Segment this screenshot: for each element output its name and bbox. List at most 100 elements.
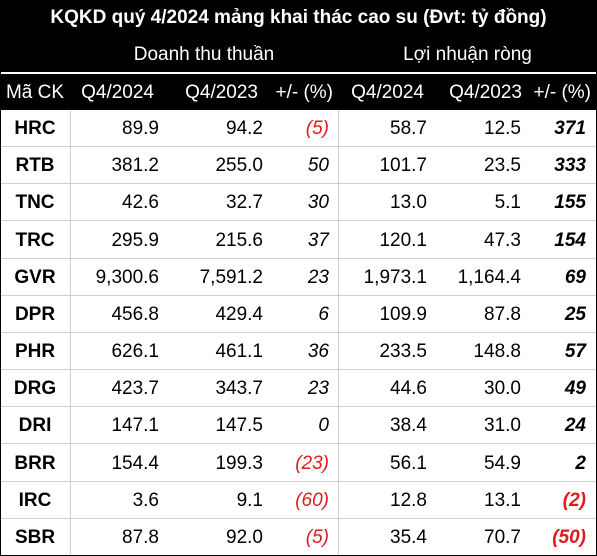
revenue-q4-2023-cell: 9.1 (236, 489, 263, 511)
table-row: DPR 456.8 429.4 6 109.9 87.8 25 (0, 296, 597, 333)
column-header-revenue-q4-2024: Q4/2024 (70, 74, 164, 110)
profit-q4-2024-cell: 12.8 (390, 489, 427, 511)
revenue-q4-2024-cell: 381.2 (111, 155, 159, 177)
revenue-change-cell: (5) (305, 118, 329, 139)
profit-q4-2023-cell: 12.5 (484, 118, 521, 139)
revenue-q4-2024-cell: 154.4 (111, 452, 159, 474)
profit-change-cell: (2) (562, 489, 586, 511)
column-header-revenue-change: +/- (%) (268, 74, 338, 110)
revenue-change-cell: 23 (307, 378, 329, 400)
stock-code-cell: DRG (13, 378, 57, 400)
revenue-q4-2023-cell: 147.5 (215, 415, 263, 437)
profit-change-cell: 2 (575, 452, 586, 474)
profit-q4-2024-cell: 233.5 (379, 341, 427, 363)
revenue-change-cell: (60) (295, 489, 329, 511)
revenue-q4-2024-cell: 9,300.6 (95, 266, 159, 288)
revenue-change-cell: (23) (295, 452, 329, 474)
stock-code-cell: HRC (14, 118, 56, 139)
profit-change-cell: 333 (554, 155, 586, 177)
revenue-change-cell: 50 (307, 155, 329, 177)
stock-code-cell: BRR (14, 452, 56, 474)
profit-change-cell: 57 (564, 341, 586, 363)
revenue-q4-2024-cell: 456.8 (111, 303, 159, 325)
table-row: SBR 87.8 92.0 (5) 35.4 70.7 (50) (0, 519, 597, 556)
revenue-change-cell: 37 (307, 229, 329, 251)
column-divider (338, 110, 339, 556)
stock-code-cell: GVR (14, 266, 56, 288)
profit-change-cell: 69 (564, 266, 586, 288)
revenue-q4-2023-cell: 429.4 (215, 303, 263, 325)
stock-code-cell: DRI (18, 415, 52, 437)
profit-q4-2023-cell: 23.5 (484, 155, 521, 177)
table-title: KQKD quý 4/2024 mảng khai thác cao su (Đ… (0, 0, 597, 36)
profit-q4-2024-cell: 120.1 (379, 229, 427, 251)
revenue-q4-2023-cell: 255.0 (215, 155, 263, 177)
table-row: RTB 381.2 255.0 50 101.7 23.5 333 (0, 147, 597, 185)
group-header-revenue: Doanh thu thuần (70, 36, 338, 72)
profit-q4-2024-cell: 35.4 (390, 526, 427, 548)
profit-q4-2024-cell: 44.6 (390, 378, 427, 400)
revenue-q4-2024-cell: 42.6 (122, 192, 159, 214)
stock-code-cell: SBR (14, 526, 56, 548)
profit-q4-2023-cell: 1,164.4 (457, 266, 521, 288)
profit-change-cell: 155 (554, 192, 586, 214)
stock-code-cell: TRC (15, 229, 55, 251)
revenue-change-cell: 0 (318, 415, 329, 437)
profit-q4-2023-cell: 148.8 (473, 341, 521, 363)
revenue-change-cell: (5) (305, 526, 329, 548)
revenue-q4-2023-cell: 199.3 (215, 452, 263, 474)
table-row: TNC 42.6 32.7 30 13.0 5.1 155 (0, 184, 597, 222)
revenue-q4-2023-cell: 215.6 (215, 229, 263, 251)
revenue-q4-2024-cell: 147.1 (111, 415, 159, 437)
stock-code-cell: RTB (15, 155, 55, 177)
profit-q4-2023-cell: 31.0 (484, 415, 521, 437)
revenue-q4-2024-cell: 3.6 (132, 489, 159, 511)
profit-change-cell: 371 (554, 118, 586, 139)
profit-q4-2024-cell: 109.9 (379, 303, 427, 325)
revenue-change-cell: 30 (307, 192, 329, 214)
group-header-profit: Lợi nhuận ròng (338, 36, 597, 72)
stock-code-cell: DPR (14, 303, 56, 325)
table-row: HRC 89.9 94.2 (5) 58.7 12.5 371 (0, 110, 597, 147)
revenue-q4-2023-cell: 32.7 (226, 192, 263, 214)
stock-code-cell: PHR (14, 341, 56, 363)
group-header-empty (0, 36, 70, 72)
profit-q4-2023-cell: 5.1 (494, 192, 521, 214)
profit-q4-2024-cell: 58.7 (390, 118, 427, 139)
column-header-profit-q4-2024: Q4/2024 (338, 74, 432, 110)
column-header-revenue-q4-2023: Q4/2023 (164, 74, 268, 110)
revenue-q4-2024-cell: 423.7 (111, 378, 159, 400)
profit-change-cell: 25 (564, 303, 586, 325)
profit-q4-2024-cell: 56.1 (390, 452, 427, 474)
revenue-q4-2023-cell: 461.1 (215, 341, 263, 363)
profit-q4-2023-cell: 70.7 (484, 526, 521, 548)
table-row: GVR 9,300.6 7,591.2 23 1,973.1 1,164.4 69 (0, 259, 597, 296)
stock-code-cell: TNC (15, 192, 55, 214)
profit-change-cell: (50) (552, 526, 586, 548)
revenue-q4-2023-cell: 94.2 (226, 118, 263, 139)
table-row: PHR 626.1 461.1 36 233.5 148.8 57 (0, 333, 597, 371)
revenue-q4-2023-cell: 343.7 (215, 378, 263, 400)
profit-change-cell: 154 (554, 229, 586, 251)
profit-change-cell: 24 (564, 415, 586, 437)
column-header-profit-change: +/- (%) (530, 74, 597, 110)
revenue-q4-2023-cell: 7,591.2 (199, 266, 263, 288)
stock-code-cell: IRC (18, 489, 52, 511)
profit-q4-2023-cell: 87.8 (484, 303, 521, 325)
revenue-q4-2024-cell: 626.1 (111, 341, 159, 363)
profit-change-cell: 49 (564, 378, 586, 400)
table-row: DRG 423.7 343.7 23 44.6 30.0 49 (0, 370, 597, 408)
table-row: DRI 147.1 147.5 0 38.4 31.0 24 (0, 407, 597, 445)
profit-q4-2024-cell: 38.4 (390, 415, 427, 437)
table-row: IRC 3.6 9.1 (60) 12.8 13.1 (2) (0, 482, 597, 519)
revenue-change-cell: 36 (307, 341, 329, 363)
column-divider (70, 110, 71, 556)
revenue-q4-2024-cell: 89.9 (122, 118, 159, 139)
profit-q4-2024-cell: 101.7 (379, 155, 427, 177)
revenue-q4-2023-cell: 92.0 (226, 526, 263, 548)
revenue-change-cell: 6 (318, 303, 329, 325)
revenue-q4-2024-cell: 87.8 (122, 526, 159, 548)
revenue-q4-2024-cell: 295.9 (111, 229, 159, 251)
column-header-code: Mã CK (0, 74, 70, 110)
